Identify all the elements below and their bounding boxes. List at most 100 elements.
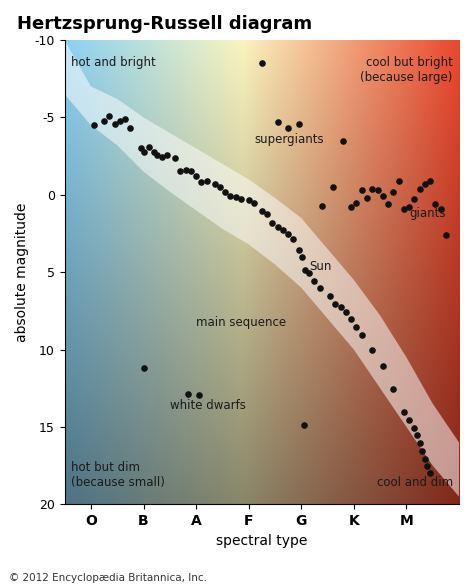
Point	[358, 330, 365, 339]
Point	[347, 203, 355, 212]
Point	[258, 59, 265, 68]
Point	[329, 182, 337, 192]
Point	[319, 201, 326, 210]
Point	[263, 209, 271, 219]
Text: Sun: Sun	[309, 260, 331, 272]
Point	[374, 186, 381, 195]
Point	[237, 194, 245, 203]
Point	[426, 176, 434, 186]
Point	[305, 268, 313, 278]
Point	[187, 166, 195, 176]
Point	[405, 203, 413, 212]
Point	[384, 199, 392, 209]
Point	[332, 299, 339, 309]
Point	[379, 192, 387, 201]
Point	[100, 116, 108, 125]
Point	[274, 222, 282, 231]
Point	[176, 166, 184, 176]
Point	[90, 121, 97, 130]
Point	[192, 172, 200, 181]
Polygon shape	[64, 40, 459, 496]
Point	[290, 234, 297, 244]
Point	[390, 384, 397, 394]
Text: cool but bright
(because large): cool but bright (because large)	[360, 56, 453, 84]
Point	[153, 151, 161, 160]
Point	[419, 446, 426, 455]
Point	[395, 176, 402, 186]
Point	[410, 195, 418, 204]
Point	[284, 124, 292, 133]
Point	[353, 198, 360, 207]
Point	[379, 361, 387, 370]
Point	[184, 389, 192, 398]
Point	[421, 454, 428, 464]
Point	[171, 153, 179, 162]
Point	[424, 462, 431, 471]
Point	[274, 117, 282, 127]
Point	[390, 187, 397, 196]
Point	[342, 307, 350, 316]
Point	[106, 111, 113, 121]
Point	[227, 191, 234, 200]
Point	[140, 148, 147, 157]
Point	[416, 438, 423, 448]
Point	[339, 136, 347, 145]
Point	[353, 322, 360, 332]
Point	[203, 176, 210, 186]
Text: supergiants: supergiants	[254, 133, 324, 146]
Point	[442, 230, 450, 240]
Text: main sequence: main sequence	[196, 315, 286, 329]
X-axis label: spectral type: spectral type	[216, 534, 308, 547]
Text: hot but dim
(because small): hot but dim (because small)	[71, 461, 165, 489]
Point	[158, 152, 166, 162]
Point	[337, 302, 345, 312]
Point	[111, 119, 118, 128]
Point	[182, 165, 190, 175]
Point	[258, 206, 265, 216]
Point	[279, 225, 287, 234]
Point	[164, 150, 171, 159]
Point	[300, 420, 308, 430]
Point	[127, 124, 134, 133]
Point	[301, 265, 309, 275]
Text: white dwarfs: white dwarfs	[170, 399, 246, 412]
Point	[410, 423, 418, 432]
Text: cool and dim: cool and dim	[376, 476, 453, 489]
Point	[137, 144, 145, 153]
Point	[245, 196, 253, 205]
Point	[327, 291, 334, 301]
Point	[211, 179, 219, 189]
Point	[116, 117, 124, 126]
Text: hot and bright: hot and bright	[71, 56, 156, 69]
Point	[368, 346, 376, 355]
Point	[150, 147, 158, 156]
Y-axis label: absolute magnitude: absolute magnitude	[15, 203, 29, 342]
Text: giants: giants	[409, 207, 446, 220]
Point	[405, 415, 413, 425]
Point	[216, 182, 224, 192]
Point	[400, 407, 408, 417]
Point	[347, 315, 355, 324]
Point	[232, 192, 239, 202]
Text: Hertzsprung-Russell diagram: Hertzsprung-Russell diagram	[18, 15, 312, 33]
Point	[295, 245, 302, 254]
Point	[269, 219, 276, 228]
Point	[358, 186, 365, 195]
Point	[198, 177, 205, 186]
Point	[416, 184, 423, 193]
Point	[363, 193, 371, 203]
Point	[310, 276, 318, 285]
Point	[140, 363, 147, 373]
Point	[250, 199, 258, 208]
Point	[421, 179, 428, 189]
Point	[316, 284, 323, 293]
Point	[299, 253, 306, 262]
Point	[121, 114, 129, 124]
Point	[413, 431, 421, 440]
Point	[368, 184, 376, 193]
Point	[437, 204, 445, 213]
Point	[145, 142, 153, 152]
Point	[400, 204, 408, 213]
Point	[431, 199, 439, 209]
Point	[295, 119, 302, 128]
